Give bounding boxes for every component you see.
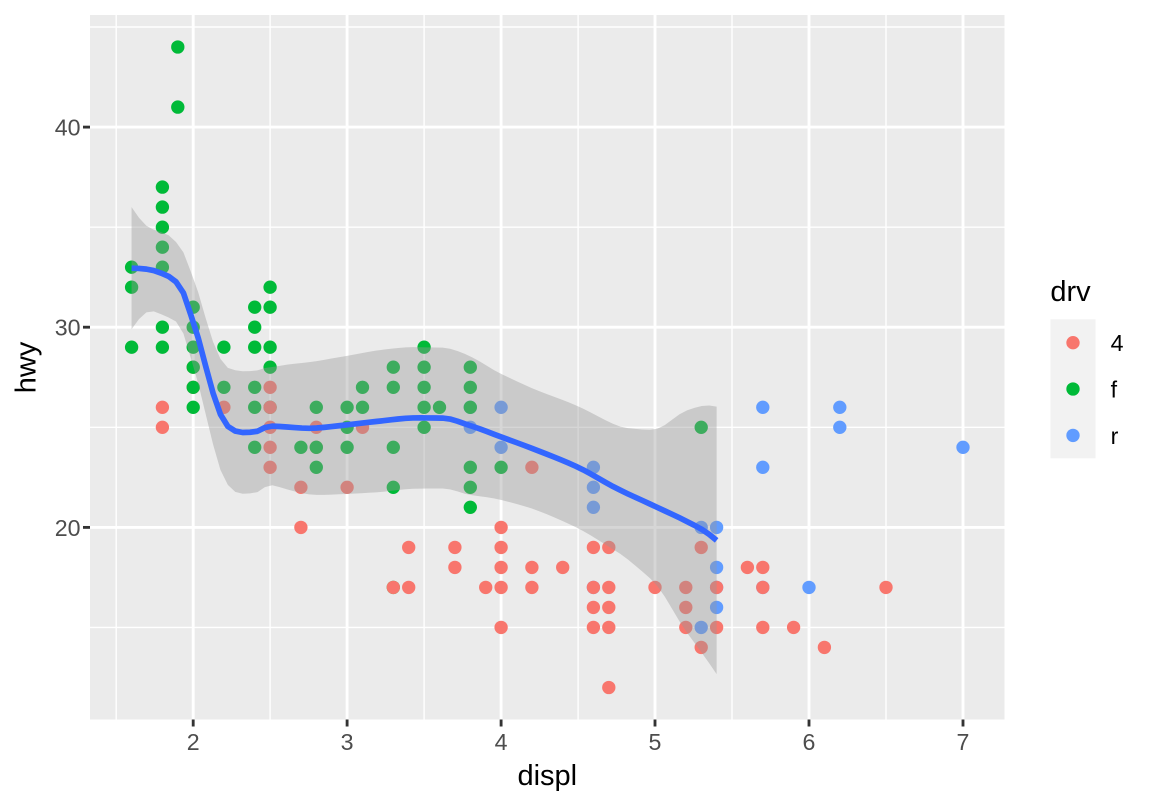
svg-text:20: 20 (55, 515, 81, 541)
svg-text:4: 4 (1111, 330, 1124, 356)
svg-text:6: 6 (803, 729, 816, 755)
svg-text:5: 5 (649, 729, 662, 755)
svg-text:hwy: hwy (11, 341, 43, 393)
svg-text:4: 4 (495, 729, 508, 755)
svg-text:2: 2 (187, 729, 200, 755)
svg-text:displ: displ (517, 760, 577, 792)
svg-text:40: 40 (55, 115, 81, 141)
svg-text:r: r (1111, 423, 1119, 449)
svg-text:f: f (1111, 376, 1118, 402)
svg-text:7: 7 (957, 729, 970, 755)
svg-text:drv: drv (1050, 276, 1091, 308)
svg-text:30: 30 (55, 315, 81, 341)
svg-text:3: 3 (341, 729, 354, 755)
